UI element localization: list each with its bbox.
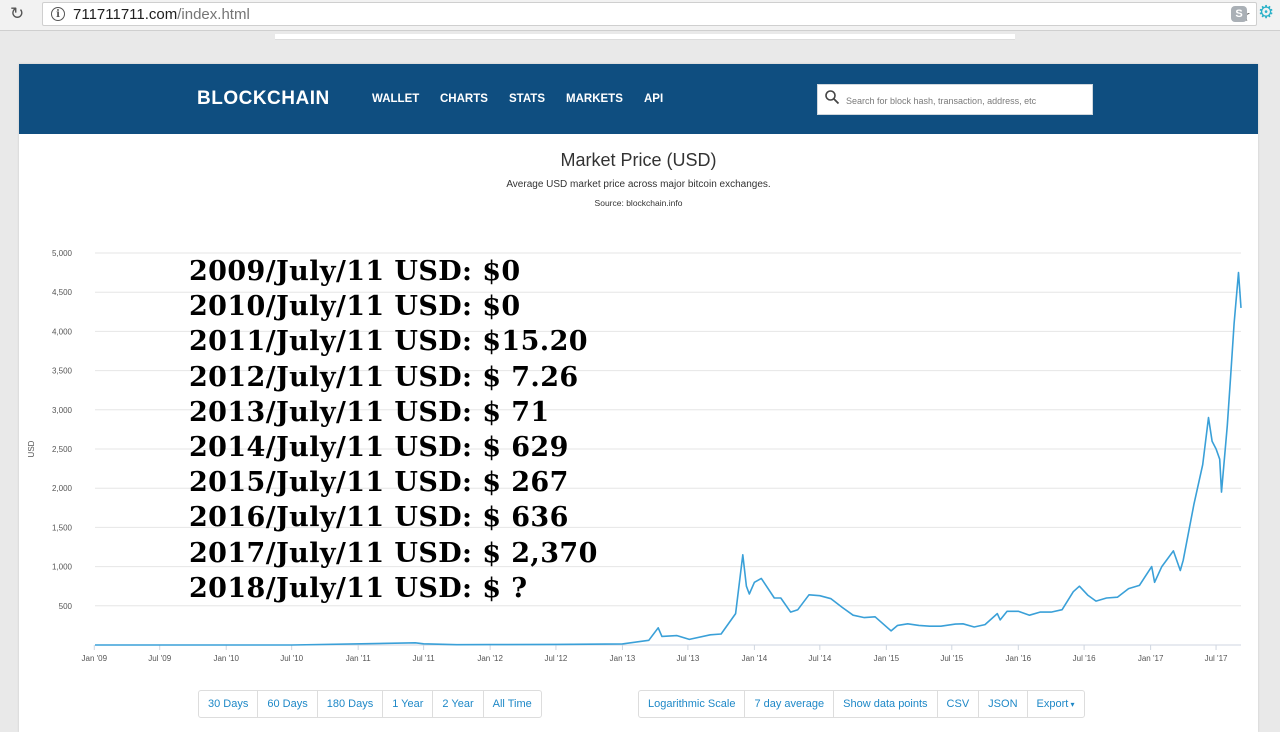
range-button[interactable]: 60 Days bbox=[258, 691, 318, 717]
y-tick-label: 1,000 bbox=[52, 563, 73, 572]
option-button-label: JSON bbox=[988, 698, 1018, 710]
option-button-label: CSV bbox=[946, 698, 970, 710]
y-tick-label: 1,500 bbox=[52, 523, 73, 532]
overlay-line: 2017/July/11 USD: $ 2,370 bbox=[189, 537, 598, 569]
nav-stats[interactable]: STATS bbox=[509, 93, 545, 105]
reload-icon[interactable]: ↻ bbox=[10, 4, 25, 23]
x-tick-label: Jul '10 bbox=[280, 654, 303, 663]
x-tick-label: Jul '14 bbox=[808, 654, 831, 663]
address-bar[interactable]: i 711711711.com/index.html ☆ bbox=[42, 2, 1257, 26]
overlay-line: 2016/July/11 USD: $ 636 bbox=[189, 502, 569, 534]
y-tick-label: 4,000 bbox=[52, 327, 73, 336]
chart-source: Source: blockchain.info bbox=[594, 198, 683, 208]
search-box bbox=[817, 84, 1093, 116]
navbar: BLOCKCHAIN WALLET CHARTS STATS MARKETS A… bbox=[19, 64, 1258, 134]
chart-subtitle: Average USD market price across major bi… bbox=[506, 179, 771, 190]
x-tick-label: Jan '16 bbox=[1006, 654, 1032, 663]
range-button[interactable]: 30 Days bbox=[199, 691, 259, 717]
overlay-line: 2009/July/11 USD: $0 bbox=[189, 256, 521, 287]
page-top-strip bbox=[275, 34, 1015, 40]
url-host: 711711711.com bbox=[73, 6, 178, 23]
range-button-label: 30 Days bbox=[208, 698, 249, 710]
price-chart: 500 1,000 1,500 2,000 2,500 3,000 3,500 4,000 4,… bbox=[27, 249, 1242, 663]
x-tick-label: Jan '14 bbox=[742, 654, 768, 663]
overlay-line: 2015/July/11 USD: $ 267 bbox=[189, 467, 569, 499]
option-button[interactable]: 7 day average bbox=[745, 691, 835, 717]
option-button-label: Export bbox=[1036, 698, 1069, 710]
range-button-label: 180 Days bbox=[326, 698, 374, 710]
nav-charts[interactable]: CHARTS bbox=[440, 93, 488, 105]
x-tick-label: Jul '17 bbox=[1205, 654, 1228, 663]
y-tick-label: 2,500 bbox=[52, 445, 73, 454]
price-overlay-text: 2009/July/11 USD: $0 2010/July/11 USD: $0… bbox=[189, 254, 598, 606]
option-button-label: 7 day average bbox=[754, 698, 825, 710]
x-tick-label: Jul '11 bbox=[412, 654, 435, 663]
option-button[interactable]: Export ▾ bbox=[1028, 691, 1084, 717]
x-tick-label: Jul '12 bbox=[544, 654, 567, 663]
option-button-label: Logarithmic Scale bbox=[648, 698, 736, 710]
x-tick-label: Jan '12 bbox=[477, 654, 503, 663]
y-tick-label: 500 bbox=[59, 602, 73, 611]
nav-api[interactable]: API bbox=[644, 93, 664, 105]
range-button-label: All Time bbox=[492, 698, 532, 710]
range-button-label: 1 Year bbox=[392, 698, 424, 710]
x-tick-label: Jan '11 bbox=[346, 654, 372, 663]
overlay-line: 2011/July/11 USD: $15.20 bbox=[189, 326, 588, 358]
x-tick-label: Jul '16 bbox=[1073, 654, 1096, 663]
x-tick-label: Jul '09 bbox=[148, 654, 171, 663]
chart-title: Market Price (USD) bbox=[560, 150, 717, 170]
price-series-line bbox=[95, 271, 1242, 646]
y-tick-label: 4,500 bbox=[52, 288, 73, 297]
x-tick-label: Jul '13 bbox=[676, 654, 699, 663]
x-tick-label: Jan '10 bbox=[213, 654, 239, 663]
nav-markets[interactable]: MARKETS bbox=[566, 93, 623, 105]
x-tick-label: Jan '17 bbox=[1138, 654, 1164, 663]
range-button-label: 2 Year bbox=[442, 698, 474, 710]
range-button-group: 30 Days 60 Days 180 Days 1 Year 2 Year All Ti… bbox=[198, 690, 542, 718]
page-content: BLOCKCHAIN WALLET CHARTS STATS MARKETS A… bbox=[19, 64, 1258, 732]
y-tick-label: 3,500 bbox=[52, 367, 73, 376]
x-tick-label: Jul '15 bbox=[940, 654, 963, 663]
option-button-group: Logarithmic Scale 7 day average Show data … bbox=[638, 690, 1085, 718]
extension-s-icon[interactable]: S bbox=[1231, 6, 1247, 22]
overlay-line: 2018/July/11 USD: $ ? bbox=[189, 572, 528, 604]
search-input[interactable] bbox=[844, 85, 1092, 116]
option-button[interactable]: CSV bbox=[938, 691, 980, 717]
y-tick-label: 2,000 bbox=[52, 484, 73, 493]
nav-wallet[interactable]: WALLET bbox=[372, 93, 420, 105]
range-button[interactable]: 2 Year bbox=[433, 691, 484, 717]
range-button[interactable]: 1 Year bbox=[383, 691, 434, 717]
option-button[interactable]: Logarithmic Scale bbox=[639, 691, 746, 717]
overlay-line: 2012/July/11 USD: $ 7.26 bbox=[189, 361, 579, 393]
y-tick-label: 3,000 bbox=[52, 406, 73, 415]
option-button-label: Show data points bbox=[843, 698, 928, 710]
extension-gear-icon[interactable]: ⚙ bbox=[1258, 2, 1275, 22]
x-tick-label: Jan '13 bbox=[610, 654, 636, 663]
overlay-line: 2013/July/11 USD: $ 71 bbox=[189, 396, 550, 428]
caret-down-icon: ▾ bbox=[1068, 700, 1075, 709]
overlay-line: 2014/July/11 USD: $ 629 bbox=[189, 431, 569, 463]
x-tick-label: Jan '15 bbox=[874, 654, 900, 663]
option-button[interactable]: Show data points bbox=[834, 691, 938, 717]
range-button-label: 60 Days bbox=[267, 698, 308, 710]
range-button[interactable]: 180 Days bbox=[318, 691, 384, 717]
range-button[interactable]: All Time bbox=[484, 691, 541, 717]
x-tick-label: Jan '09 bbox=[82, 654, 108, 663]
browser-toolbar: ↻ i 711711711.com/index.html ☆ S ⚙ bbox=[0, 0, 1280, 31]
url-text[interactable]: 711711711.com/index.html bbox=[73, 6, 250, 23]
url-path: /index.html bbox=[177, 6, 250, 23]
logo[interactable]: BLOCKCHAIN bbox=[197, 88, 330, 109]
overlay-line: 2010/July/11 USD: $0 bbox=[189, 291, 521, 323]
y-axis-label: USD bbox=[27, 440, 36, 457]
site-info-icon[interactable]: i bbox=[51, 7, 65, 21]
search-icon bbox=[825, 90, 840, 105]
y-tick-label: 5,000 bbox=[52, 249, 73, 258]
option-button[interactable]: JSON bbox=[979, 691, 1028, 717]
